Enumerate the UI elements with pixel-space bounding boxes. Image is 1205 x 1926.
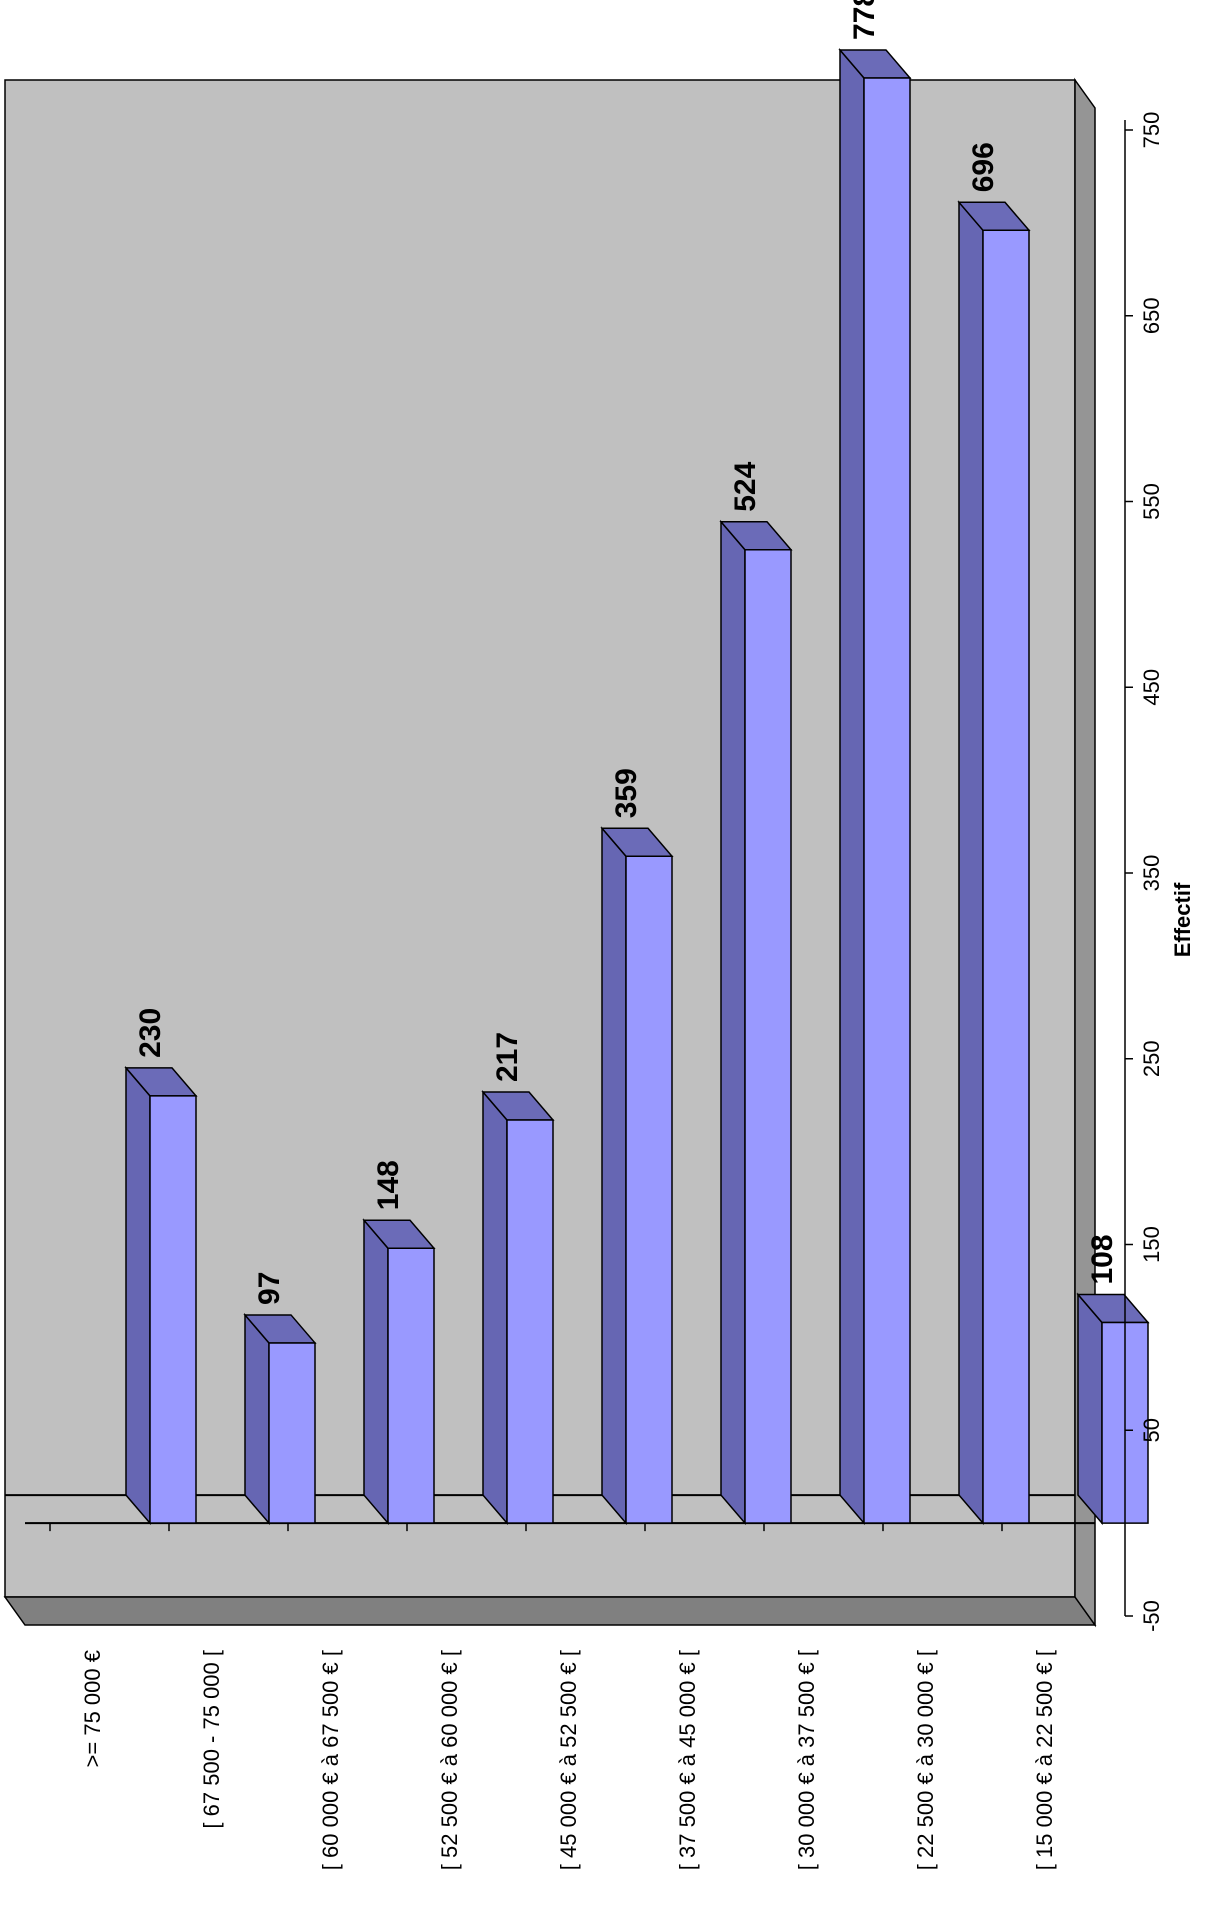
value-tick-label: 50	[1139, 1418, 1164, 1442]
chart-background	[3, 77, 1097, 1628]
value-tick-label: 550	[1139, 483, 1164, 520]
value-label: 359	[610, 768, 643, 818]
value-label: 230	[134, 1008, 167, 1058]
value-label: 217	[491, 1032, 524, 1082]
bar-side-face	[1077, 1292, 1103, 1526]
bar	[124, 1065, 198, 1526]
bar	[719, 519, 793, 1526]
value-label: 97	[253, 1272, 286, 1305]
category-label: >= 75 000 €	[80, 1650, 105, 1767]
bar-side-face	[601, 826, 627, 1526]
value-tick-label: 650	[1139, 297, 1164, 334]
value-label: 524	[729, 461, 762, 511]
category-label: [ 30 000 € à 37 500 € [	[794, 1650, 819, 1870]
bar	[481, 1090, 555, 1526]
bar-side-face	[244, 1312, 270, 1526]
value-tick-label: -50	[1139, 1600, 1164, 1632]
bar-side-face	[482, 1090, 508, 1526]
bar-side-face	[958, 200, 984, 1526]
value-tick-label: 350	[1139, 855, 1164, 892]
category-label: [ 22 500 € à 30 000 € [	[913, 1650, 938, 1870]
bar-side-face	[839, 47, 865, 1526]
bar-front-face	[744, 549, 792, 1524]
bar-front-face	[982, 229, 1030, 1524]
bar	[838, 47, 912, 1526]
bar	[1076, 1292, 1150, 1526]
category-label: [ 60 000 € à 67 500 € [	[318, 1650, 343, 1870]
category-label: [ 52 500 € à 60 000 € [	[437, 1650, 462, 1870]
value-axis-title: Effectif	[1170, 882, 1195, 957]
plot-right-wall	[1074, 77, 1096, 1628]
bar-side-face	[363, 1218, 389, 1526]
bar	[957, 200, 1031, 1526]
category-label: [ 37 500 € à 45 000 € [	[675, 1650, 700, 1870]
value-tick-label: 450	[1139, 669, 1164, 706]
value-label: 778	[848, 0, 881, 40]
bar-front-face	[268, 1342, 316, 1524]
bar	[243, 1312, 317, 1526]
plot-floor	[3, 1596, 1097, 1626]
bar-front-face	[149, 1095, 197, 1524]
category-label: [ 67 500 - 75 000 [	[199, 1650, 224, 1829]
category-label: [ 15 000 € à 22 500 € [	[1032, 1650, 1057, 1870]
value-axis: -50 50 150 250 350 450 550 650 750	[1124, 112, 1164, 1632]
value-label: 108	[1086, 1234, 1119, 1284]
category-axis: >= 75 000 € [ 67 500 - 75 000 [ [ 60 000 €…	[30, 1522, 1095, 1870]
bar-side-face	[125, 1065, 151, 1526]
bar-front-face	[863, 77, 911, 1524]
bars-group	[124, 47, 1150, 1526]
category-label: [ 45 000 € à 52 500 € [	[556, 1650, 581, 1870]
bar-front-face	[625, 855, 673, 1524]
value-label: 696	[967, 142, 1000, 192]
value-tick-label: 150	[1139, 1226, 1164, 1263]
value-tick-label: 250	[1139, 1040, 1164, 1077]
bar-front-face	[506, 1119, 554, 1524]
value-label: 148	[372, 1160, 405, 1210]
bar	[362, 1218, 436, 1526]
bar	[600, 826, 674, 1526]
bar-side-face	[720, 519, 746, 1526]
bar-front-face	[387, 1247, 435, 1524]
value-tick-label: 750	[1139, 112, 1164, 149]
value-labels-group: 230 97 148 217 359 524 778 696 108	[134, 0, 1119, 1305]
